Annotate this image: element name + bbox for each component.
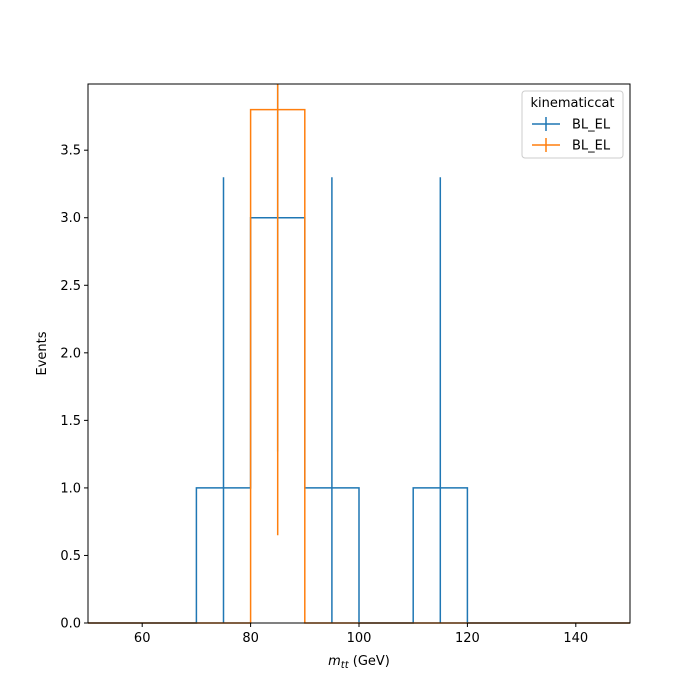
x-axis-label-symbol: m xyxy=(328,654,341,669)
y-axis-label: Events xyxy=(35,331,50,375)
x-axis-label-unit: (GeV) xyxy=(349,654,390,669)
legend: kinematiccat BL_EL BL_EL xyxy=(521,90,624,159)
x-axis: 60 80 100 120 140 xyxy=(134,623,588,646)
y-tick-label: 3.5 xyxy=(60,144,81,159)
x-axis-label: mtt (GeV) xyxy=(328,654,390,671)
legend-entry-1-label: BL_EL xyxy=(572,118,611,133)
y-tick-label: 1.5 xyxy=(60,414,81,429)
x-tick-label: 60 xyxy=(134,631,151,646)
y-tick-label: 2.0 xyxy=(60,346,81,361)
x-axis-label-subscript: tt xyxy=(341,660,350,671)
legend-entry-2: BL_EL xyxy=(532,138,611,154)
legend-entry-1: BL_EL xyxy=(532,117,611,133)
x-tick-label: 140 xyxy=(563,631,588,646)
legend-box xyxy=(521,90,624,159)
x-tick-label: 120 xyxy=(455,631,480,646)
y-tick-label: 1.0 xyxy=(60,481,81,496)
y-tick-label: 0.0 xyxy=(60,617,81,632)
y-tick-label: 2.5 xyxy=(60,279,81,294)
legend-entry-2-label: BL_EL xyxy=(572,139,611,154)
legend-entries: BL_EL BL_EL xyxy=(532,117,611,154)
legend-title: kinematiccat xyxy=(530,96,614,111)
x-tick-label: 100 xyxy=(347,631,372,646)
y-tick-label: 3.0 xyxy=(60,211,81,226)
y-axis: 0.0 0.5 1.0 1.5 2.0 2.5 3.0 3.5 xyxy=(60,144,88,632)
x-tick-label: 80 xyxy=(242,631,259,646)
y-tick-label: 0.5 xyxy=(60,549,81,564)
